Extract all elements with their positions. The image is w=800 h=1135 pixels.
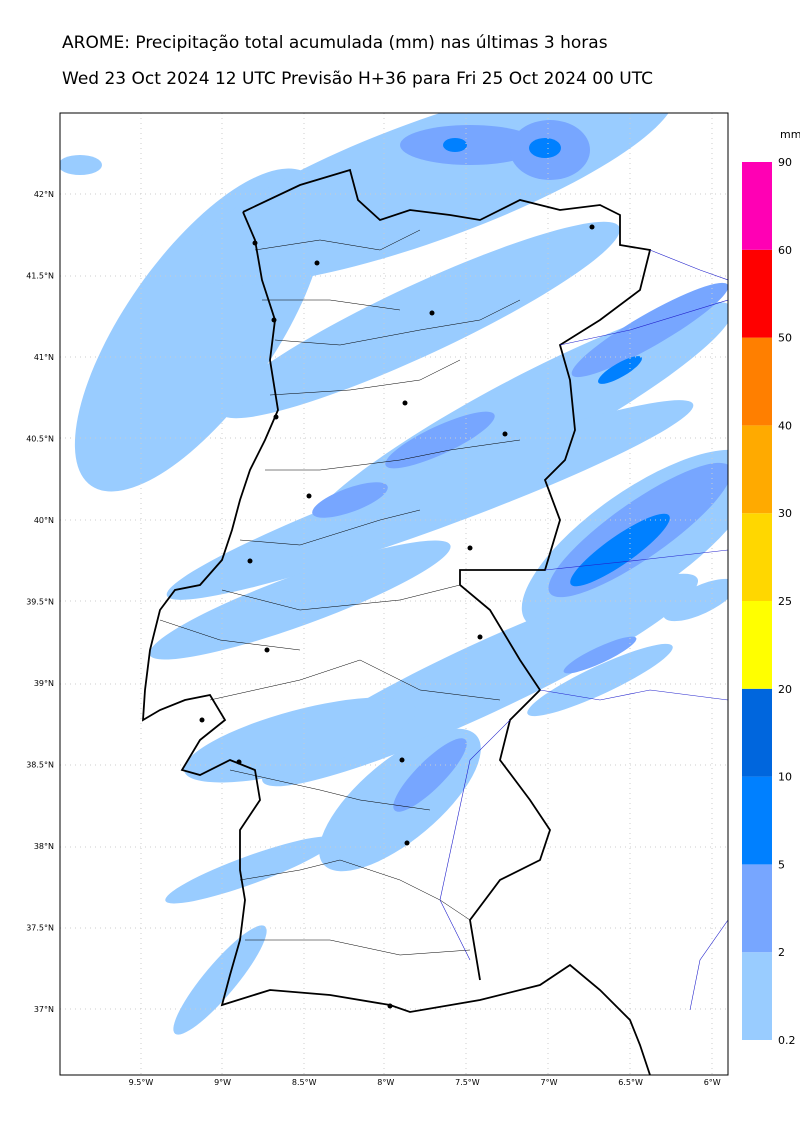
lat-label: 37.5°N <box>26 924 54 933</box>
colorbar-band <box>742 249 772 338</box>
subtitle: Wed 23 Oct 2024 12 UTC Previsão H+36 par… <box>62 69 653 89</box>
lat-label: 38.5°N <box>26 761 54 770</box>
colorbar-band <box>742 601 772 689</box>
districts <box>159 229 521 956</box>
lat-label: 40°N <box>34 516 54 525</box>
colorbar-label: 10 <box>778 771 792 784</box>
colorbar-label: 90 <box>778 156 792 169</box>
lat-label: 39.5°N <box>26 598 54 607</box>
axis-labels: 42°N 41.5°N 41°N 40.5°N 40°N 39.5°N 39°N 38.5°N… <box>26 190 721 1087</box>
colorbar-band <box>742 425 772 514</box>
colorbar-band <box>742 952 772 1040</box>
lon-label: 9.5°W <box>129 1078 154 1087</box>
colorbar-label: 40 <box>778 419 792 432</box>
colorbar-label: 20 <box>778 683 792 696</box>
lat-label: 39°N <box>34 679 54 688</box>
spain-regions <box>439 249 728 1011</box>
title: AROME: Precipitação total acumulada (mm)… <box>62 33 608 53</box>
colorbar-label: 0.2 <box>778 1034 796 1047</box>
lon-label: 8.5°W <box>292 1078 317 1087</box>
colorbar-band <box>742 864 772 953</box>
colorbar-label: 50 <box>778 332 792 345</box>
lon-label: 9°W <box>214 1078 231 1087</box>
colorbar-band <box>742 688 772 777</box>
lon-label: 6°W <box>704 1078 721 1087</box>
precipitation-field <box>60 113 728 1075</box>
cities <box>199 224 595 1009</box>
lat-label: 37°N <box>34 1005 54 1014</box>
colorbar-unit: mm <box>780 128 800 141</box>
colorbar-label: 25 <box>778 595 792 608</box>
colorbar-band <box>742 513 772 601</box>
graticule <box>60 113 728 1075</box>
colorbar-band <box>742 162 772 250</box>
colorbar-label: 30 <box>778 507 792 520</box>
border <box>242 168 652 981</box>
coastline <box>141 211 651 1075</box>
colorbar-label: 2 <box>778 946 785 959</box>
colorbar-label: 60 <box>778 244 792 257</box>
colorbar-band <box>742 776 772 865</box>
colorbar-label: 5 <box>778 858 785 871</box>
lon-label: 7.5°W <box>455 1078 480 1087</box>
lon-label: 7°W <box>541 1078 558 1087</box>
lat-label: 42°N <box>34 190 54 199</box>
lon-label: 8°W <box>377 1078 394 1087</box>
colorbar-band <box>742 337 772 426</box>
map-frame <box>59 112 729 1076</box>
lat-label: 41.5°N <box>26 272 54 281</box>
lat-label: 40.5°N <box>26 435 54 444</box>
lon-label: 6.5°W <box>618 1078 643 1087</box>
lat-label: 38°N <box>34 842 54 851</box>
lat-label: 41°N <box>34 353 54 362</box>
